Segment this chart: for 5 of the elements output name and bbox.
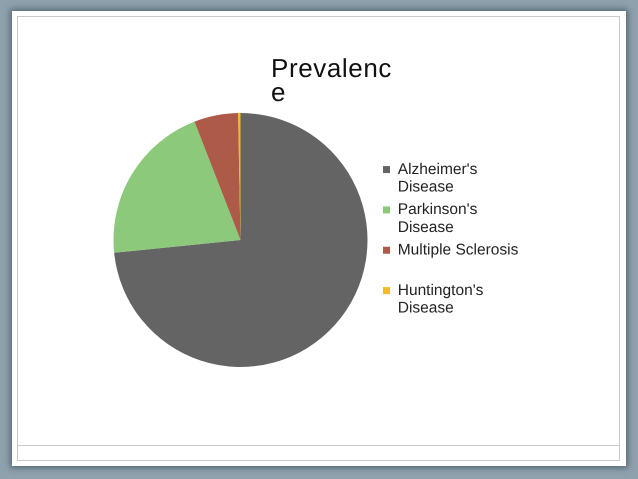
legend-label: Huntington's Disease <box>398 282 484 317</box>
chart-title: Prevalence <box>271 53 394 107</box>
legend-label: Alzheimer's Disease <box>398 160 478 196</box>
legend-label: Parkinson's Disease <box>398 201 478 236</box>
legend-label: Multiple Sclerosis <box>398 242 519 259</box>
